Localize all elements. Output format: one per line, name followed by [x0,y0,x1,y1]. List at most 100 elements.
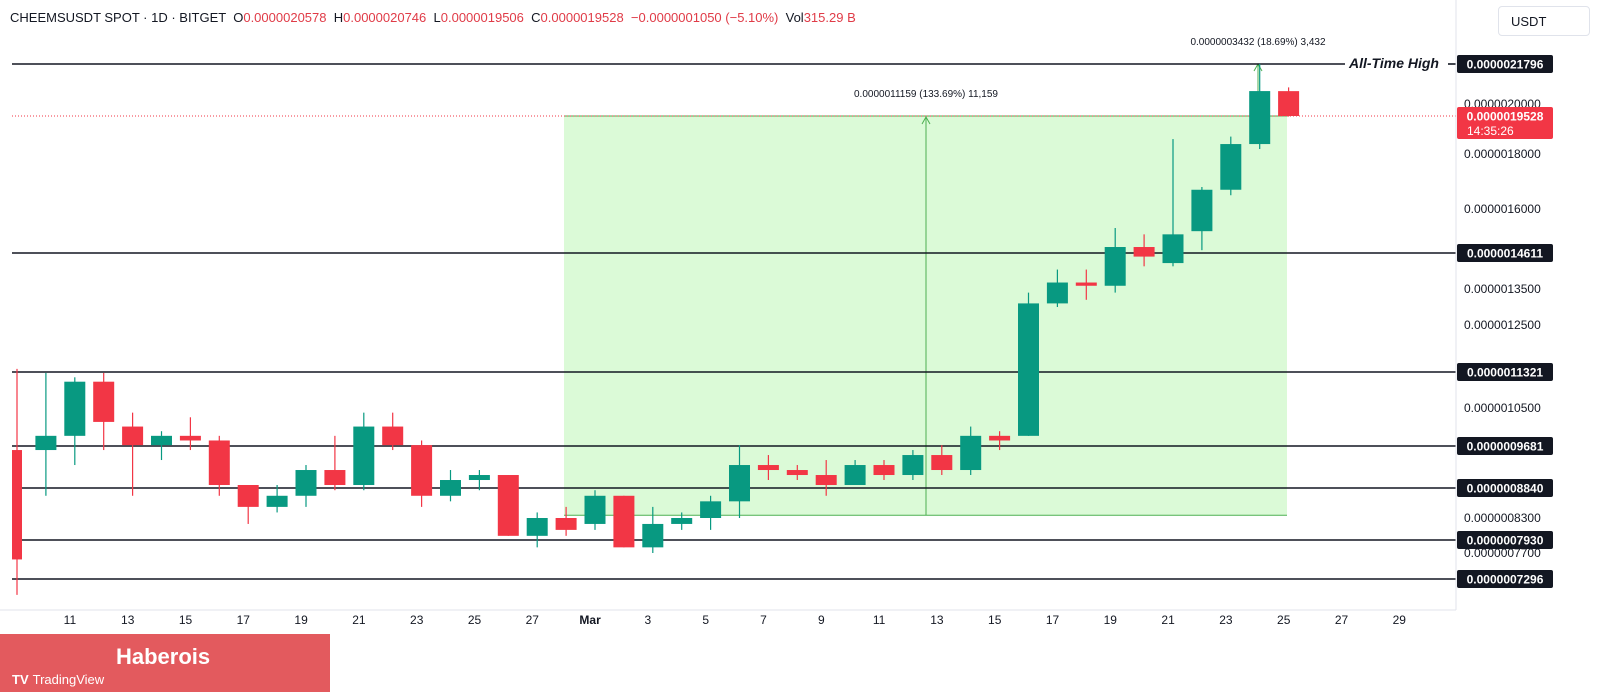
candle-body [1278,91,1300,116]
candle-body [266,495,288,507]
y-tick-label: 0.0000010500 [1464,401,1541,415]
candle-body [295,470,317,496]
open-label: O [233,10,244,25]
candle-body [584,495,606,524]
x-tick-label: 21 [1161,613,1175,627]
candle-body [873,465,895,476]
candle-body [122,426,144,446]
level-tag-label: 0.0000008840 [1467,482,1544,496]
candle-body [613,495,635,548]
current-price-label: 0.0000019528 [1467,110,1544,124]
volume-label: Vol [785,10,804,25]
y-tick-label: 0.0000013500 [1464,282,1541,296]
x-tick-label: 23 [410,613,424,627]
x-tick-label: 3 [645,613,652,627]
x-tick-label: 25 [1277,613,1291,627]
candle-body [208,440,230,486]
candle-body [642,523,664,548]
candle-body [64,381,86,436]
all-time-high-label: All-Time High [1348,55,1439,71]
x-tick-label: 19 [294,613,308,627]
low-value: 0.0000019506 [440,10,524,25]
level-tag [1457,570,1553,588]
y-tick-label: 0.0000007700 [1464,546,1541,560]
level-tag [1457,363,1553,381]
y-tick-label: 0.0000012500 [1464,318,1541,332]
top-range-measure-label: 0.0000003432 (18.69%) 3,432 [1190,37,1326,48]
candle-body [1191,189,1213,232]
open-value: 0.0000020578 [243,10,327,25]
x-tick-label: 21 [352,613,366,627]
brand-name: Haberois [116,644,211,669]
tradingview-logo-text: TradingView [32,672,105,687]
candle-body [1046,282,1068,304]
level-tag [1457,244,1553,262]
candle-body [353,426,375,486]
candle-body [1133,247,1155,257]
candle-body [815,475,837,486]
symbol-title: CHEEMSUSDT SPOT · 1D · BITGET [10,10,226,25]
high-label: H [333,10,344,25]
candle-body [468,475,490,481]
candle-body [411,445,433,496]
candle-body [324,470,346,486]
candle-body [151,435,172,446]
range-measure-label: 0.0000011159 (133.69%) 11,159 [854,89,998,100]
x-tick-label: 13 [121,613,135,627]
ohlc-header: CHEEMSUSDT SPOT · 1D · BITGET O0.0000020… [10,10,856,25]
candle-body [1220,144,1242,190]
watermark-box: Haberois TV TradingView [0,634,330,692]
candle-body [844,465,866,486]
level-tag-label: 0.0000009681 [1467,440,1544,454]
current-price-tag [1457,107,1553,139]
level-tag [1457,531,1553,549]
candle-body [757,465,779,471]
candle-body [1018,303,1039,436]
level-tag-label: 0.0000011321 [1467,366,1543,380]
level-tag-label: 0.0000007930 [1467,534,1544,548]
countdown-label: 14:35:26 [1467,124,1514,138]
change-value: −0.0000001050 (−5.10%) [630,10,779,25]
candle-body [989,435,1011,441]
x-tick-label: 9 [818,613,825,627]
x-tick-label: 23 [1219,613,1233,627]
candle-body [526,518,548,536]
x-tick-label: 15 [179,613,193,627]
candle-body [179,435,201,441]
level-tag [1457,437,1553,455]
level-tag [1457,479,1553,497]
candle-body [497,475,519,536]
candle-body [1249,91,1271,145]
tradingview-logo: TV TradingView [12,672,104,687]
x-tick-label: 11 [873,613,886,627]
x-tick-label: 15 [988,613,1002,627]
x-tick-label: 27 [526,613,540,627]
candle-body [1162,234,1184,264]
x-tick-label: 19 [1104,613,1118,627]
x-tick-label: 17 [237,613,251,627]
candle-body [902,455,924,476]
candle-body [786,470,808,476]
x-tick-label: 7 [760,613,767,627]
range-arrow-head [921,115,931,125]
x-tick-label: 25 [468,613,482,627]
candle-body [1104,247,1126,286]
level-tag-label: 0.0000014611 [1467,247,1543,261]
candle-body [960,435,982,471]
x-tick-label: 29 [1393,613,1407,627]
candle-body [671,518,693,524]
x-tick-label: 27 [1335,613,1349,627]
volume-value: 315.29 B [803,10,856,25]
candle-body [1075,282,1097,286]
candle-body [93,381,115,422]
tradingview-logo-icon: TV [12,672,29,687]
currency-unit-button[interactable]: USDT [1498,6,1590,36]
x-tick-label: 13 [930,613,944,627]
low-label: L [433,10,441,25]
candle-body [35,435,57,451]
candle-body [12,450,22,560]
candle-body [382,426,404,446]
x-tick-label: 11 [64,613,77,627]
x-tick-label: 17 [1046,613,1060,627]
